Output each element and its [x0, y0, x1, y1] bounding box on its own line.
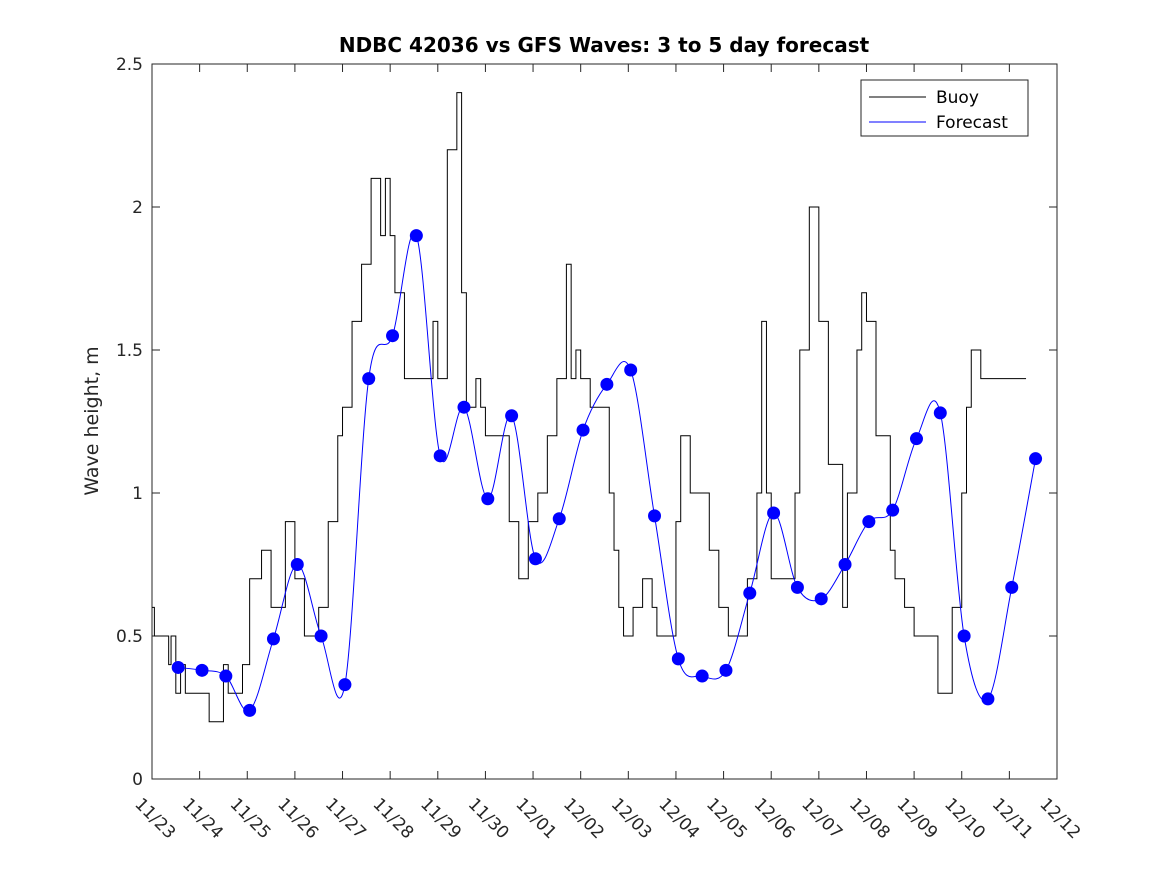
series-layer: [152, 92, 1043, 723]
forecast-point: [457, 400, 471, 414]
forecast-point: [219, 669, 233, 683]
x-tick-label: 12/05: [702, 794, 751, 843]
y-tick-label: 2: [132, 198, 143, 218]
forecast-point: [1029, 452, 1043, 466]
forecast-point: [552, 512, 566, 526]
x-tick-label: 12/04: [654, 794, 703, 843]
forecast-point: [648, 509, 662, 523]
x-tick-label: 12/03: [607, 794, 656, 843]
chart-title: NDBC 42036 vs GFS Waves: 3 to 5 day fore…: [339, 33, 870, 57]
y-axis-label: Wave height, m: [81, 346, 103, 495]
forecast-point: [386, 329, 400, 343]
buoy-line: [152, 92, 1027, 723]
forecast-point: [505, 409, 519, 423]
forecast-point: [957, 629, 971, 643]
forecast-point: [743, 586, 757, 600]
y-tick-label: 0.5: [116, 627, 143, 647]
x-tick-label: 12/11: [988, 794, 1037, 843]
x-tick-label: 12/12: [1035, 794, 1084, 843]
forecast-point: [600, 377, 614, 391]
x-tick-label: 11/30: [464, 794, 513, 843]
x-tick-label: 12/07: [797, 794, 846, 843]
forecast-point: [481, 492, 495, 506]
x-tick-label: 12/01: [512, 794, 561, 843]
forecast-point: [719, 663, 733, 677]
x-tick-label: 11/25: [226, 794, 275, 843]
y-tick-label: 0: [132, 770, 143, 790]
x-tick-label: 12/02: [559, 794, 608, 843]
forecast-point: [909, 432, 923, 446]
forecast-point: [266, 632, 280, 646]
forecast-point: [314, 629, 328, 643]
x-tick-label: 12/08: [845, 794, 894, 843]
forecast-point: [814, 592, 828, 606]
legend: Buoy Forecast: [860, 79, 1029, 137]
forecast-point: [790, 580, 804, 594]
legend-label-buoy: Buoy: [936, 88, 979, 108]
forecast-point: [528, 552, 542, 566]
x-tick-label: 12/10: [940, 794, 989, 843]
forecast-point: [1005, 580, 1019, 594]
forecast-point: [433, 449, 447, 463]
x-tick-label: 12/06: [750, 794, 799, 843]
forecast-point: [409, 229, 423, 243]
x-tick-label: 11/29: [416, 794, 465, 843]
legend-box: [860, 79, 1029, 137]
forecast-point: [195, 663, 209, 677]
forecast-point: [886, 503, 900, 517]
forecast-point: [933, 406, 947, 420]
forecast-point: [671, 652, 685, 666]
y-axis: 0 0.5 1 1.5 2 2.5: [116, 55, 1057, 790]
plot-area: [151, 63, 1058, 780]
y-tick-label: 1.5: [116, 341, 143, 361]
x-tick-label: 11/26: [273, 794, 322, 843]
legend-label-forecast: Forecast: [936, 113, 1008, 133]
x-tick-label: 11/24: [178, 794, 227, 843]
forecast-point: [695, 669, 709, 683]
forecast-point: [838, 558, 852, 571]
x-tick-label: 11/23: [130, 794, 179, 843]
forecast-point: [767, 506, 781, 520]
forecast-point: [576, 423, 590, 437]
x-tick-label: 11/28: [369, 794, 418, 843]
forecast-point: [362, 372, 376, 386]
x-tick-label: 11/27: [321, 794, 370, 843]
forecast-point: [981, 692, 995, 706]
forecast-point: [862, 515, 876, 529]
y-tick-label: 1: [132, 484, 143, 504]
forecast-point: [624, 363, 638, 377]
forecast-point: [243, 703, 257, 717]
forecast-point: [290, 558, 304, 571]
forecast-point: [338, 678, 352, 692]
y-tick-label: 2.5: [116, 55, 143, 75]
x-tick-label: 12/09: [893, 794, 942, 843]
forecast-point: [171, 660, 185, 674]
